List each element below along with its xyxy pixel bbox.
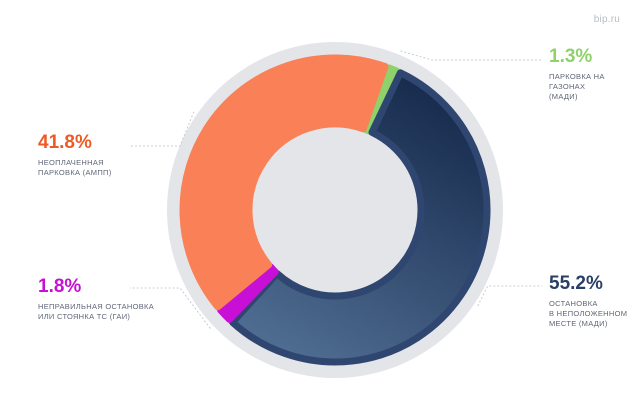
leader-unpaid-parking — [130, 111, 195, 147]
slice-unpaid-parking — [179, 54, 389, 311]
label-unpaid-parking: 41.8% НЕОПЛАЧЕННАЯ ПАРКОВКА (АМПП) — [38, 132, 112, 178]
donut-inner-ring — [259, 134, 411, 286]
value-wrong-place: 55.2% — [549, 273, 603, 294]
leader-lines — [130, 50, 542, 329]
label-improper-stop: 1.8% НЕПРАВИЛЬНАЯ ОСТАНОВКА ИЛИ СТОЯНКА … — [38, 276, 154, 322]
desc-grass-parking: ПАРКОВКА НА ГАЗОНАХ (МАДИ) — [549, 72, 605, 101]
desc-unpaid-parking: НЕОПЛАЧЕННАЯ ПАРКОВКА (АМПП) — [38, 158, 112, 177]
value-unpaid-parking: 41.8% — [38, 132, 92, 153]
slice-group — [179, 54, 491, 366]
value-improper-stop: 1.8% — [38, 276, 82, 297]
leader-grass-parking — [400, 50, 542, 61]
watermark-logo: bip.ru — [593, 14, 620, 25]
desc-wrong-place: ОСТАНОВКА В НЕПОЛОЖЕННОМ МЕСТЕ (МАДИ) — [549, 299, 628, 328]
label-grass-parking: 1.3% ПАРКОВКА НА ГАЗОНАХ (МАДИ) — [549, 46, 605, 102]
leader-improper-stop — [130, 287, 211, 329]
leader-wrong-place — [477, 285, 542, 307]
slice-wrong-place — [229, 69, 491, 366]
value-grass-parking: 1.3% — [549, 46, 593, 67]
label-wrong-place: 55.2% ОСТАНОВКА В НЕПОЛОЖЕННОМ МЕСТЕ (МА… — [549, 273, 627, 329]
desc-improper-stop: НЕПРАВИЛЬНАЯ ОСТАНОВКА ИЛИ СТОЯНКА ТС (Г… — [38, 302, 155, 321]
